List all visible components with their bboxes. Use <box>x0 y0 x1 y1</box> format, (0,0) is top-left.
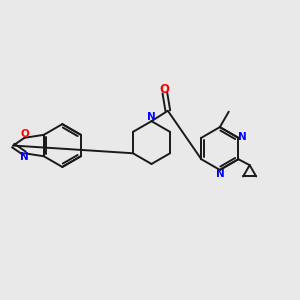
Text: O: O <box>20 129 29 139</box>
Text: O: O <box>160 83 170 96</box>
Text: N: N <box>238 132 247 142</box>
Text: N: N <box>216 169 225 179</box>
Text: N: N <box>20 152 29 162</box>
Text: N: N <box>147 112 156 122</box>
